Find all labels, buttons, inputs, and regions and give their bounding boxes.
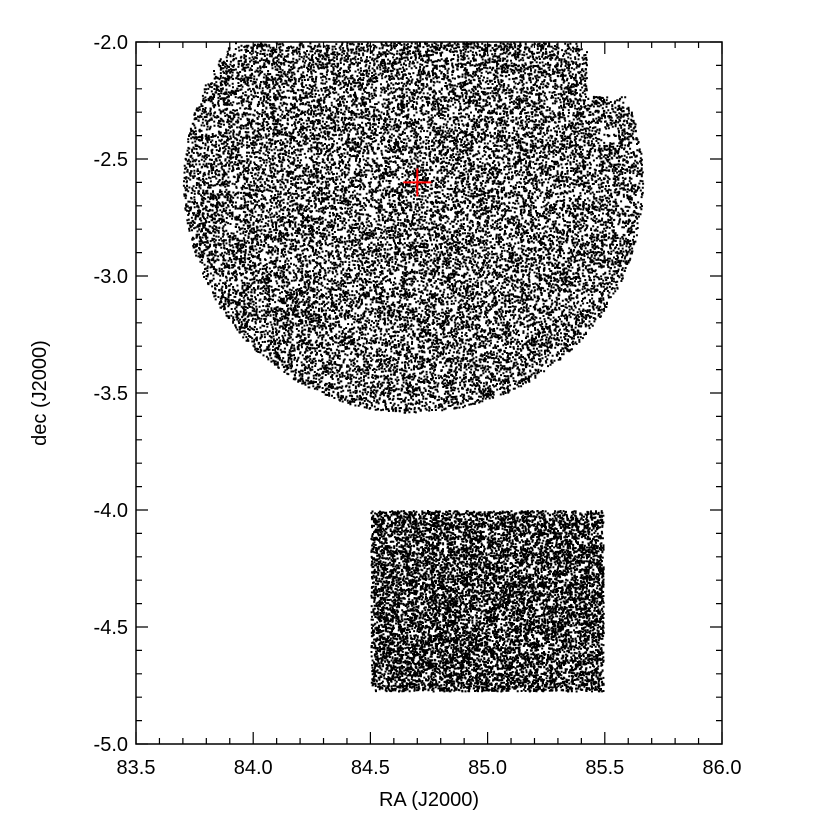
star-points-circle-field [182,42,645,414]
star-points-rectangle [370,510,605,693]
y-tick-label: -4.0 [94,500,128,522]
y-tick-labels: -2.0 -2.5 -3.0 -3.5 -4.0 -4.5 -5.0 [94,32,128,756]
x-tick-label: 83.5 [117,757,156,779]
x-tick-label: 85.5 [585,757,624,779]
y-tick-label: -3.5 [94,383,128,405]
x-tick-label: 86.0 [703,757,742,779]
x-tick-label: 84.5 [351,757,390,779]
x-tick-label: 84.0 [234,757,273,779]
y-tick-label: -3.0 [94,266,128,288]
star-points-rectangle-field [370,510,605,693]
y-tick-label: -4.5 [94,617,128,639]
x-tick-label: 85.0 [468,757,507,779]
x-tick-labels: 83.5 84.0 84.5 85.0 85.5 86.0 [117,757,742,779]
x-axis-label: RA (J2000) [379,789,479,811]
y-tick-label: -2.0 [94,32,128,54]
axis-ticks [135,41,723,745]
y-tick-label: -2.5 [94,149,128,171]
y-tick-label: -5.0 [94,734,128,756]
target-cross-marker [403,168,432,197]
y-axis-label: dec (J2000) [29,340,51,446]
tick-marks [135,41,723,745]
star-points-circle [182,42,645,414]
